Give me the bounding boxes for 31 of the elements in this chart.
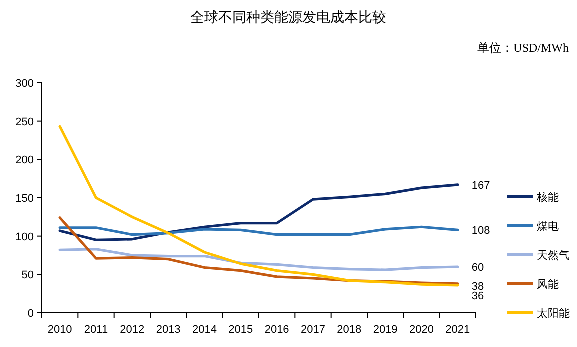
title: 全球不同种类能源发电成本比较 (190, 11, 386, 26)
legend-label: 天然气 (537, 250, 570, 262)
xtick: 2021 (446, 324, 470, 336)
ytick: 0 (28, 308, 34, 320)
xtick: 2017 (301, 324, 326, 336)
value-label: 108 (472, 225, 490, 238)
ytick: 50 (22, 270, 34, 282)
xtick: 2016 (264, 324, 290, 336)
ytick: 300 (16, 78, 34, 90)
xtick: 2012 (120, 324, 145, 336)
value-label: 38 (472, 280, 484, 293)
ytick: 150 (16, 193, 34, 205)
annotation: 单位：USD/MWh (478, 41, 569, 55)
legend-label: 太阳能 (537, 308, 570, 320)
legend-label: 风能 (537, 279, 559, 291)
xtick: 2015 (228, 324, 254, 336)
legend-label: 核能 (537, 192, 559, 204)
ytick: 200 (16, 154, 34, 167)
xtick: 2011 (84, 324, 108, 336)
xtick: 2019 (373, 324, 398, 336)
xtick: 2013 (156, 324, 181, 336)
xtick: 2018 (337, 324, 362, 336)
xtick: 2020 (410, 324, 434, 336)
xtick: 2014 (192, 324, 217, 336)
ytick: 250 (16, 116, 34, 128)
value-label: 167 (472, 180, 490, 192)
xtick: 2010 (48, 324, 72, 336)
ytick: 100 (16, 231, 34, 244)
value-label: 60 (472, 262, 484, 274)
legend-label: 煤电 (537, 221, 559, 233)
value-label: 36 (472, 290, 484, 302)
